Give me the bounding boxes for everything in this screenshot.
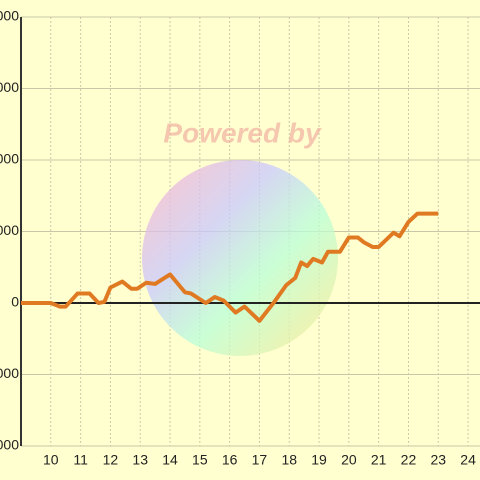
watermark-logo: [142, 160, 338, 356]
x-tick-label: 15: [192, 452, 208, 468]
y-tick-label: 9,000: [0, 79, 19, 95]
y-tick-label: -6,000: [0, 437, 19, 453]
x-tick-label: 20: [341, 452, 357, 468]
x-tick-label: 19: [311, 452, 327, 468]
x-tick-label: 22: [401, 452, 417, 468]
x-tick-label: 18: [281, 452, 297, 468]
watermark: Powered by: [163, 117, 322, 148]
x-tick-label: 13: [132, 452, 148, 468]
x-tick-label: 17: [252, 452, 268, 468]
y-tick-label: 6,000: [0, 151, 19, 167]
y-tick-label: 3,000: [0, 222, 19, 238]
x-tick-label: 12: [103, 452, 119, 468]
y-tick-label: 0: [11, 294, 19, 310]
y-tick-label: 12,000: [0, 8, 19, 24]
x-tick-label: 24: [460, 452, 476, 468]
x-tick-label: 23: [430, 452, 446, 468]
line: [21, 211, 439, 323]
y-tick-label: -3,000: [0, 365, 19, 381]
x-tick-label: 14: [162, 452, 178, 468]
x-tick-label: 21: [371, 452, 387, 468]
x-tick-label: 16: [222, 452, 238, 468]
x-tick-label: 11: [73, 452, 88, 468]
x-tick-label: 10: [43, 452, 59, 468]
